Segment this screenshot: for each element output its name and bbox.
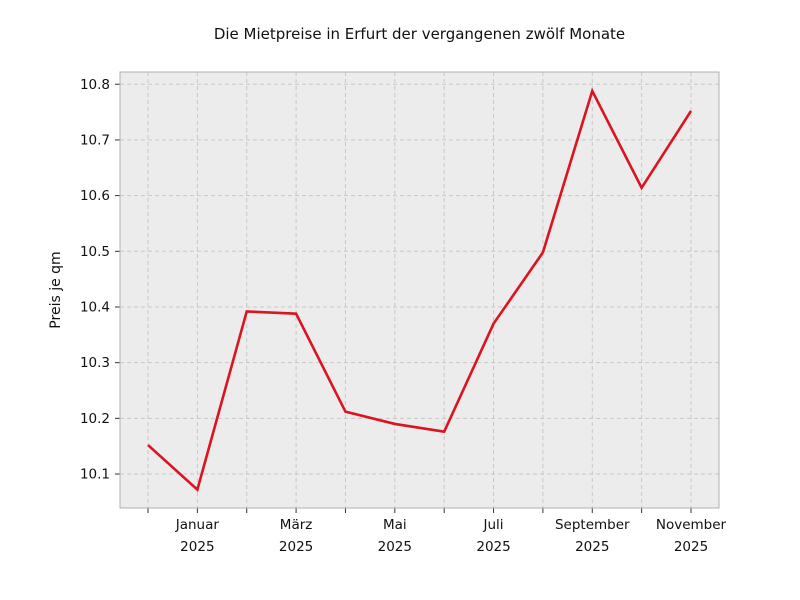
y-tick-label: 10.2 xyxy=(80,411,110,427)
x-tick-label-month: Mai xyxy=(383,517,407,533)
x-tick-label-month: November xyxy=(656,517,727,533)
chart-title: Die Mietpreise in Erfurt der vergangenen… xyxy=(214,25,625,43)
y-tick-label: 10.7 xyxy=(80,132,110,148)
plot-region: 10.1 10.2 10.3 10.4 10.5 10.6 10.7 10.8 Januar 20… xyxy=(80,71,727,555)
x-tick-label-month: September xyxy=(555,517,630,533)
y-axis-label: Preis je qm xyxy=(48,251,64,328)
axis-ticks xyxy=(115,83,692,513)
price-series-line xyxy=(147,87,693,492)
x-tick-label-year: 2025 xyxy=(279,539,313,555)
x-tick-label-month: Juli xyxy=(483,517,504,533)
y-tick-label: 10.4 xyxy=(80,299,110,315)
x-tick-label-month: März xyxy=(280,517,313,533)
y-tick-label: 10.5 xyxy=(80,244,110,260)
y-tick-label: 10.3 xyxy=(80,355,110,371)
plot-border xyxy=(119,71,720,509)
gridlines xyxy=(120,72,719,508)
y-tick-label: 10.8 xyxy=(80,77,110,93)
x-tick-label-year: 2025 xyxy=(180,539,214,555)
x-tick-label-year: 2025 xyxy=(378,539,412,555)
x-tick-label-month: Januar xyxy=(175,517,220,533)
x-tick-label-year: 2025 xyxy=(575,539,609,555)
y-tick-label: 10.6 xyxy=(80,188,110,204)
x-tick-label-year: 2025 xyxy=(476,539,510,555)
x-tick-label-year: 2025 xyxy=(674,539,708,555)
y-tick-label: 10.1 xyxy=(80,467,110,483)
